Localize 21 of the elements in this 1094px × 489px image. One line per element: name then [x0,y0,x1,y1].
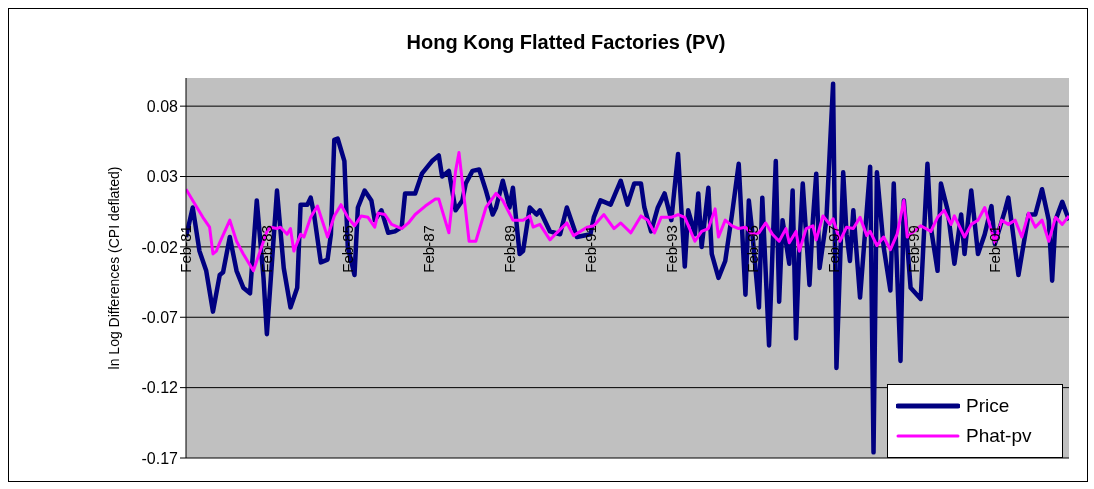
y-tick-label: 0.08 [146,97,179,115]
x-tick-label: Feb-99 [905,225,923,273]
x-tick-label: Feb-97 [824,225,842,273]
x-tick-label: Feb-85 [339,225,357,273]
y-axis-title: ln Log Differences (CPI deflated) [105,166,122,370]
x-tick-label: Feb-91 [581,225,599,273]
x-tick-label: Feb-83 [258,225,276,273]
x-tick-label: Feb-93 [662,225,680,273]
x-tick-label: Feb-95 [743,225,761,273]
legend-label: Price [966,395,1010,417]
y-tick-label: -0.07 [141,308,179,326]
chart-title: Hong Kong Flatted Factories (PV) [405,31,727,54]
y-tick-label: -0.17 [141,449,179,467]
x-tick-label: Feb-89 [501,225,519,273]
x-tick-label: Feb-01 [986,225,1004,273]
y-tick-label: -0.12 [141,379,179,397]
legend-label: Phat-pv [966,425,1032,447]
x-tick-label: Feb-87 [420,225,438,273]
y-tick-label: 0.03 [146,168,179,186]
y-tick-label: -0.02 [141,238,179,256]
x-tick-label: Feb-81 [177,225,195,273]
